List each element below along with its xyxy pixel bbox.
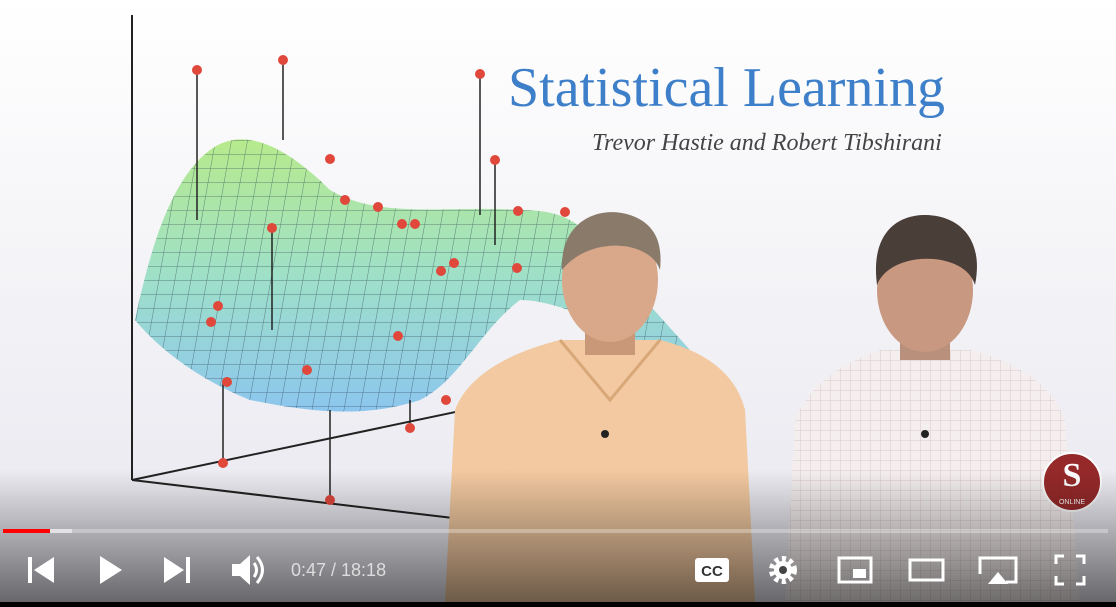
next-button[interactable] (164, 557, 190, 583)
settings-button[interactable] (769, 556, 797, 584)
captions-button[interactable]: CC (695, 558, 729, 582)
fullscreen-button[interactable] (1054, 554, 1086, 586)
theater-button[interactable] (908, 558, 945, 582)
slide-title: Statistical Learning (508, 57, 945, 119)
previous-button[interactable] (28, 557, 54, 583)
controls-shade (0, 470, 1116, 602)
regression-surface (135, 139, 690, 412)
progress-track[interactable] (3, 529, 1108, 533)
volume-button[interactable] (232, 555, 264, 585)
progress-played (3, 529, 50, 533)
cast-button[interactable] (978, 556, 1018, 584)
slide-authors: Trevor Hastie and Robert Tibshirani (592, 130, 942, 156)
play-button[interactable] (100, 556, 122, 584)
miniplayer-button[interactable] (837, 556, 873, 584)
time-display: 0:47 / 18:18 (291, 560, 386, 580)
captions-label: CC (701, 563, 723, 580)
